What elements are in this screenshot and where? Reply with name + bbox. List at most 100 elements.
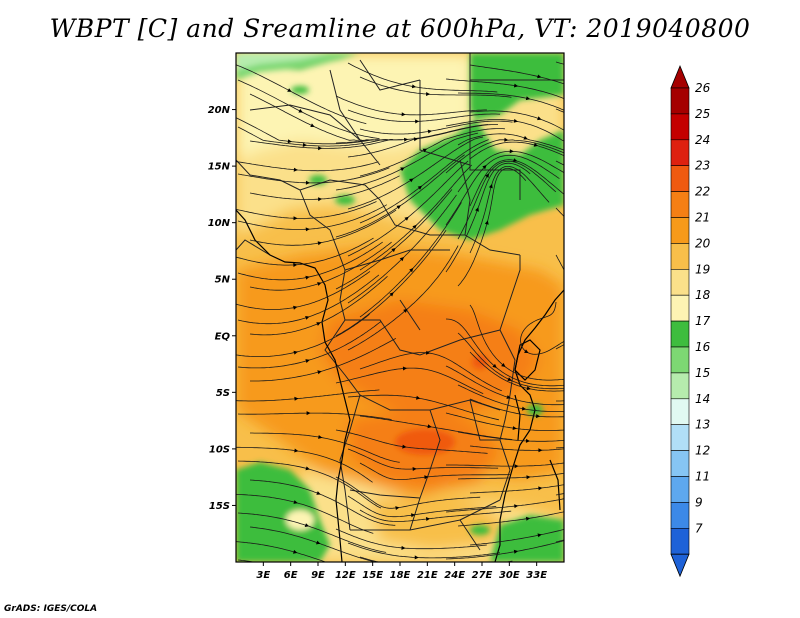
colorbar-segment <box>670 502 690 529</box>
streamline-arrows <box>287 74 543 560</box>
lon-tick-label: 15E <box>362 570 383 581</box>
streamline-arrow <box>525 516 531 521</box>
wbpt-patch-17c-b <box>335 195 355 205</box>
streamline-arrow <box>404 216 409 221</box>
streamline-arrow <box>504 137 509 142</box>
streamline-arrow <box>482 165 487 170</box>
streamline <box>568 367 575 368</box>
streamline <box>335 229 447 337</box>
streamline <box>445 540 564 560</box>
streamline <box>568 175 576 180</box>
streamline <box>457 160 557 240</box>
streamline <box>335 476 481 509</box>
colorbar-label: 19 <box>695 262 710 276</box>
streamline <box>236 313 370 357</box>
colorbar-label: 12 <box>695 444 710 458</box>
wbpt-hotspot-23c-a <box>395 429 455 455</box>
streamline <box>236 64 367 125</box>
streamline-arrow <box>538 486 543 491</box>
streamline <box>555 207 564 218</box>
streamline <box>249 139 403 149</box>
streamline <box>580 481 582 482</box>
streamline-arrow <box>416 395 421 400</box>
streamline-arrow <box>523 135 528 140</box>
streamline <box>359 415 513 440</box>
streamline <box>580 288 581 290</box>
streamline <box>249 241 392 291</box>
colorbar-segment <box>670 424 690 451</box>
streamline <box>237 126 388 147</box>
streamline <box>237 167 390 184</box>
streamline-arrow <box>402 366 407 371</box>
streamline <box>568 222 574 228</box>
colorbar-label: 16 <box>695 340 711 354</box>
streamline-arrow <box>509 149 514 154</box>
latitude-axis: 20N 15N 10N 5N EQ 5S 10S 15S <box>208 105 236 512</box>
lat-tick-label: 15N <box>208 162 231 173</box>
streamline <box>568 269 575 280</box>
streamline-arrow <box>409 267 414 273</box>
streamline <box>568 461 575 462</box>
streamline <box>580 189 582 190</box>
streamline-arrow <box>513 158 518 162</box>
colorbar-label: 22 <box>695 185 710 199</box>
streamline-arrow <box>411 513 416 518</box>
lat-tick-label: 5N <box>215 275 231 286</box>
streamline-arrow <box>305 359 310 363</box>
streamline <box>359 120 513 135</box>
streamline <box>580 95 582 96</box>
streamline-arrow <box>512 426 517 430</box>
streamline <box>445 162 531 273</box>
streamline <box>446 462 564 467</box>
lat-tick-label: 20N <box>208 105 231 116</box>
streamline-arrow <box>537 533 542 538</box>
streamline-arrow <box>298 108 303 113</box>
streamline <box>236 493 374 534</box>
streamline-arrow <box>417 185 423 190</box>
wbpt-patch-18c-a <box>286 510 314 530</box>
colorbar-segment <box>670 191 690 218</box>
colorbar-label: 23 <box>695 159 710 173</box>
streamline <box>347 62 498 93</box>
colorbar-top-triangle <box>670 64 690 89</box>
streamline-arrow <box>317 282 322 286</box>
streamline-arrow <box>492 363 497 368</box>
streamline <box>347 394 499 421</box>
streamline-arrow <box>533 142 539 147</box>
streamline-arrow <box>425 517 431 521</box>
streamline <box>580 241 582 243</box>
streamline <box>445 498 564 513</box>
streamline <box>237 274 380 325</box>
streamline-arrow <box>507 377 512 381</box>
lon-tick-label: 12E <box>335 570 356 581</box>
streamline <box>249 209 397 246</box>
streamline <box>335 132 478 191</box>
lon-tick-label: 18E <box>390 570 411 581</box>
streamline <box>580 527 582 528</box>
streamline <box>335 528 487 550</box>
streamline <box>236 237 374 266</box>
streamline-arrow <box>399 257 404 262</box>
colorbar-segment <box>670 139 690 167</box>
streamline <box>249 479 396 526</box>
lon-tick-label: 24E <box>444 570 465 581</box>
streamline <box>457 511 564 527</box>
streamline <box>555 344 564 350</box>
streamline <box>347 495 497 518</box>
streamline-arrow <box>396 205 401 210</box>
streamline-arrow <box>411 84 417 89</box>
streamline-arrow <box>306 411 311 416</box>
streamline <box>445 412 564 431</box>
streamline-arrow <box>305 466 310 471</box>
streamline <box>237 412 392 420</box>
streamline-arrow <box>316 491 321 495</box>
colorbar-segment <box>670 294 690 322</box>
streamline <box>237 241 383 281</box>
streamline-arrow <box>294 448 299 453</box>
streamline-arrow <box>537 116 542 121</box>
streamline <box>555 493 564 496</box>
streamline-arrow <box>287 88 292 92</box>
streamline <box>568 81 574 83</box>
streamline-arrow <box>317 241 322 246</box>
streamline-arrow <box>305 180 310 185</box>
